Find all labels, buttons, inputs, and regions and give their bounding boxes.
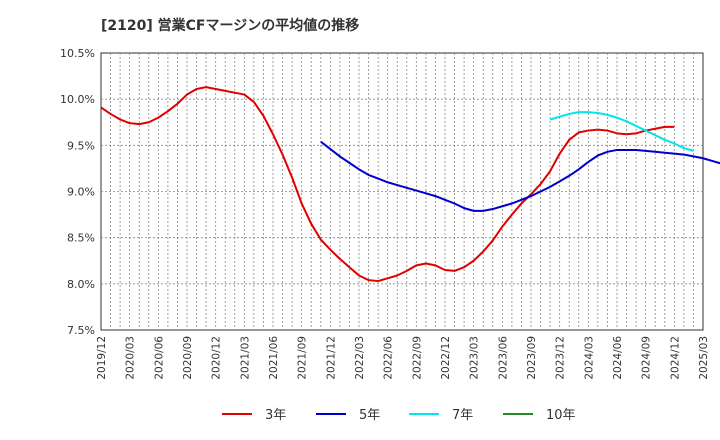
legend-label: 7年 [452, 408, 473, 423]
x-tick-label: 2021/06 [268, 336, 280, 380]
series-line [100, 86, 675, 283]
series-lines [100, 86, 720, 283]
x-tick-label: 2021/12 [325, 336, 337, 380]
y-tick-label: 10.0% [60, 93, 95, 106]
y-tick-label: 8.0% [67, 278, 95, 291]
x-tick-label: 2024/06 [612, 336, 624, 380]
legend: 3年 5年 7年 10年 [222, 408, 576, 423]
x-tick-label: 2020/12 [211, 336, 223, 380]
x-tick-label: 2021/03 [239, 336, 251, 380]
legend-label: 3年 [265, 408, 286, 423]
y-tick-label: 10.5% [60, 47, 95, 60]
legend-label: 5年 [359, 408, 380, 423]
x-tick-label: 2019/12 [96, 336, 108, 380]
y-gridlines [101, 98, 703, 285]
series-line [320, 140, 720, 212]
x-tick-label: 2022/12 [440, 336, 452, 380]
x-tick-label: 2024/09 [641, 336, 653, 380]
x-tick-label: 2020/09 [182, 336, 194, 380]
x-tick-label: 2023/03 [469, 336, 481, 380]
y-axis-ticks: 7.5% 8.0% 8.5% 9.0% 9.5% 10.0% 10.5% [60, 47, 95, 337]
x-tick-label: 2023/12 [555, 336, 567, 380]
x-tick-label: 2020/06 [153, 336, 165, 380]
x-tick-label: 2024/03 [583, 336, 595, 380]
series-line [549, 111, 694, 152]
chart-title: [2120] 営業CFマージンの平均値の推移 [101, 17, 359, 34]
x-tick-label: 2022/09 [411, 336, 423, 380]
x-tick-label: 2021/09 [297, 336, 309, 380]
legend-label: 10年 [546, 408, 576, 423]
x-tick-label: 2020/03 [125, 336, 137, 380]
y-tick-label: 8.5% [67, 232, 95, 245]
y-tick-label: 9.0% [67, 186, 95, 199]
x-axis-ticks: 2019/12 2020/03 2020/06 2020/09 2020/12 2021/… [96, 336, 710, 380]
x-tick-label: 2022/06 [383, 336, 395, 380]
y-tick-label: 7.5% [67, 324, 95, 337]
y-tick-label: 9.5% [67, 139, 95, 152]
x-tick-label: 2023/09 [526, 336, 538, 380]
x-tick-label: 2025/03 [698, 336, 710, 380]
x-tick-label: 2023/06 [497, 336, 509, 380]
x-tick-label: 2024/12 [669, 336, 681, 380]
x-tick-label: 2022/03 [354, 336, 366, 380]
